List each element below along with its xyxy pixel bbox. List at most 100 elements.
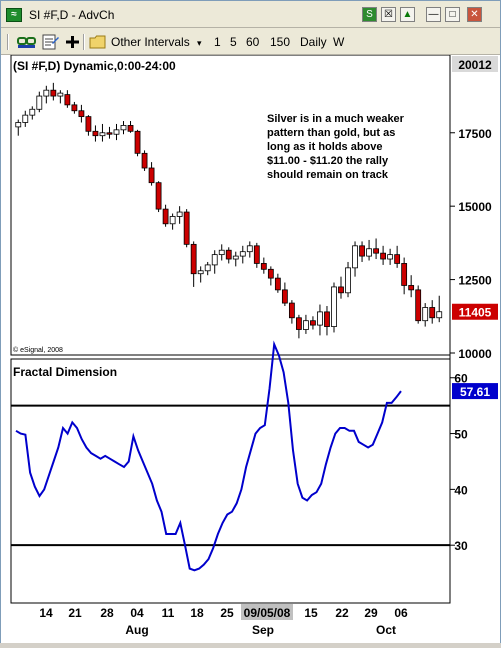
- toolbar-grip: [7, 34, 9, 50]
- folder-icon[interactable]: [89, 33, 107, 51]
- indicator-panel-frame: [10, 358, 451, 604]
- annotation-line-4: $11.00 - $11.20 the rally: [267, 155, 389, 167]
- interval-dropdown[interactable]: Other Intervals ▾: [111, 33, 202, 51]
- indicator-tick-label: 60: [454, 372, 468, 386]
- candle-body: [422, 307, 429, 322]
- indicator-tick-label: 30: [454, 539, 468, 553]
- indicator-y-axis: 30 40 50 60: [450, 372, 468, 553]
- candle-body: [324, 311, 330, 327]
- toolbar: Other Intervals ▾ 1 5 60 150 Daily W: [1, 29, 500, 55]
- candle-body: [394, 254, 401, 264]
- indicator-series: [15, 340, 402, 572]
- candle-body: [64, 94, 71, 106]
- x-axis-day-label: 09/05/08: [244, 606, 291, 620]
- indicator-panel-header: Fractal Dimension: [13, 365, 117, 379]
- x-axis-month-label: Oct: [376, 623, 396, 637]
- candle-body: [288, 302, 295, 319]
- x-axis-day-label: 29: [364, 606, 378, 620]
- candle-body: [57, 92, 64, 97]
- candle-body: [99, 132, 106, 137]
- candle-body: [338, 286, 344, 294]
- candle-body: [204, 264, 211, 272]
- candle-body: [401, 263, 408, 286]
- x-axis-month-label: Sep: [252, 623, 274, 637]
- candle-body: [92, 130, 99, 137]
- interval-5[interactable]: 5: [230, 35, 237, 49]
- candle-body: [169, 216, 176, 225]
- candle-body: [429, 307, 436, 319]
- x-axis-month-label: Aug: [125, 623, 148, 637]
- toolbar-separator: [83, 34, 85, 50]
- candle-body: [296, 317, 302, 330]
- candle-body: [225, 249, 232, 260]
- candle-body: [190, 243, 197, 275]
- interval-1[interactable]: 1: [214, 35, 221, 49]
- candle-body: [260, 263, 267, 270]
- candle-body: [310, 320, 316, 326]
- copyright-text: © eSignal, 2008: [13, 346, 63, 354]
- interval-150[interactable]: 150: [270, 35, 291, 49]
- interval-60[interactable]: 60: [246, 35, 260, 49]
- toggle-icon[interactable]: ☒: [381, 7, 396, 22]
- candle-body: [120, 125, 127, 131]
- interval-weekly[interactable]: W: [333, 35, 345, 49]
- candle-body: [15, 122, 22, 128]
- title-bar[interactable]: ≈ SI #F,D - AdvCh S ☒ ▲ — □ ✕: [1, 1, 500, 28]
- chart-area[interactable]: 10000 12500 15000 17500 30 40 50 60 14 21 28 04 11…: [1, 54, 500, 643]
- properties-icon[interactable]: [41, 33, 61, 51]
- price-tick-label: 15000: [458, 200, 492, 214]
- link-icon[interactable]: [17, 33, 37, 51]
- x-axis-day-label: 15: [304, 606, 318, 620]
- candle-body: [85, 116, 92, 132]
- annotation-line-5: should remain on track: [267, 169, 389, 181]
- current-indicator-label: 57.61: [460, 385, 490, 399]
- current-price-label: 11405: [459, 306, 492, 320]
- candle-body: [78, 110, 85, 118]
- candle-body: [22, 114, 29, 123]
- x-axis-day-label: 11: [162, 606, 175, 620]
- price-panel-frame: [10, 54, 451, 356]
- candle-body: [246, 245, 253, 253]
- candle-body: [281, 289, 288, 304]
- x-axis-day-label: 18: [190, 606, 204, 620]
- top-value-label: 20012: [458, 58, 492, 72]
- chart-canvas[interactable]: 10000 12500 15000 17500 30 40 50 60 14 21 28 04 11…: [1, 54, 500, 643]
- candle-body: [253, 245, 260, 264]
- candle-body: [331, 286, 337, 327]
- close-button[interactable]: ✕: [467, 7, 482, 22]
- plus-icon[interactable]: [65, 33, 81, 51]
- candle-body: [218, 249, 225, 256]
- candle-body: [436, 311, 443, 319]
- candle-body: [106, 132, 113, 135]
- annotation-line-1: Silver is in a much weaker: [267, 113, 405, 125]
- candle-body: [134, 130, 141, 154]
- candle-body: [141, 152, 148, 169]
- candle-body: [239, 251, 246, 257]
- up-icon[interactable]: ▲: [400, 7, 415, 22]
- candle-body: [373, 248, 379, 254]
- window-title: SI #F,D - AdvCh: [29, 8, 115, 22]
- candle-body: [359, 245, 365, 257]
- interval-daily[interactable]: Daily: [300, 35, 327, 49]
- indicator-reference-lines: [11, 404, 450, 547]
- sync-icon[interactable]: S: [362, 7, 377, 22]
- minimize-button[interactable]: —: [426, 7, 441, 22]
- candle-body: [197, 270, 204, 275]
- candle-body: [43, 89, 50, 97]
- x-axis-day-label: 04: [130, 606, 144, 620]
- candle-body: [113, 129, 120, 135]
- x-axis-date-highlight: [241, 604, 293, 620]
- maximize-button[interactable]: □: [445, 7, 460, 22]
- price-tick-label: 10000: [458, 347, 492, 361]
- current-price-tag: 11405: [452, 303, 498, 320]
- x-axis: 14 21 28 04 11 18 25 09/05/08 15 22 29 06 Aug Sep Oct: [39, 604, 408, 637]
- x-axis-day-label: 06: [394, 606, 408, 620]
- candle-body: [155, 182, 162, 210]
- candle-body: [36, 95, 43, 110]
- x-axis-day-label: 25: [220, 606, 234, 620]
- candle-body: [71, 104, 78, 112]
- candle-body: [29, 108, 36, 116]
- indicator-tick-label: 50: [454, 428, 468, 442]
- candle-body: [183, 211, 190, 245]
